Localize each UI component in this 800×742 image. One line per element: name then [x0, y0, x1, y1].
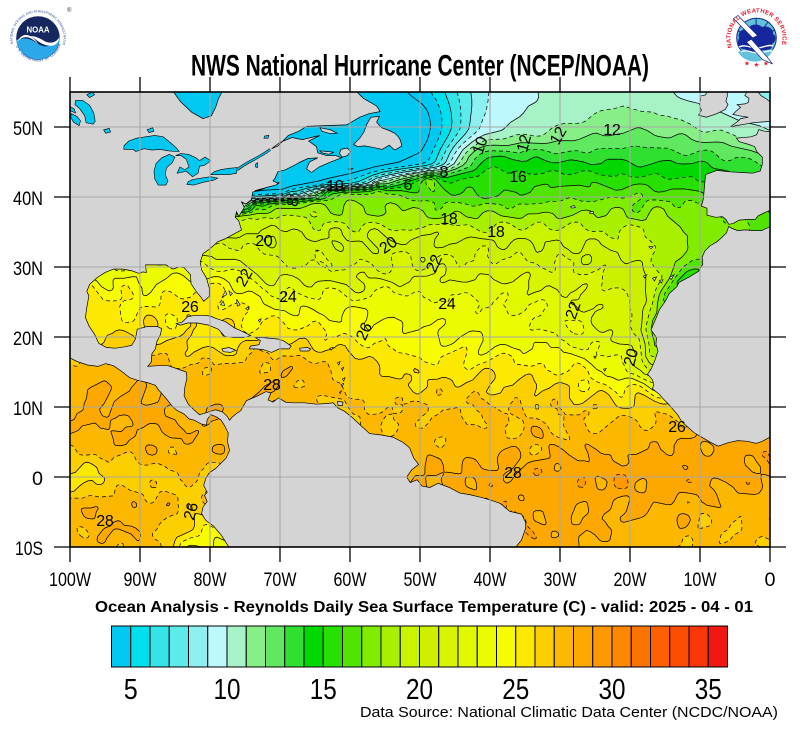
svg-text:15: 15 — [310, 674, 337, 706]
svg-text:8: 8 — [284, 196, 302, 208]
svg-text:20N: 20N — [13, 328, 43, 350]
svg-text:28: 28 — [504, 465, 522, 482]
svg-text:6: 6 — [404, 177, 413, 194]
svg-text:Ocean Analysis - Reynolds Dail: Ocean Analysis - Reynolds Daily Sea Surf… — [95, 599, 753, 616]
svg-text:18: 18 — [487, 224, 505, 241]
svg-text:90W: 90W — [124, 569, 157, 591]
svg-text:®: ® — [67, 7, 72, 14]
svg-text:★: ★ — [754, 61, 760, 69]
svg-text:26: 26 — [668, 419, 686, 436]
svg-text:24: 24 — [438, 296, 456, 313]
svg-text:22: 22 — [563, 299, 585, 321]
svg-text:26: 26 — [181, 501, 202, 522]
svg-text:0: 0 — [32, 468, 43, 490]
svg-text:0: 0 — [765, 569, 776, 591]
svg-text:40N: 40N — [13, 188, 43, 210]
svg-text:10S: 10S — [15, 538, 43, 560]
svg-text:18: 18 — [440, 211, 458, 228]
svg-text:5: 5 — [124, 674, 138, 706]
svg-text:24: 24 — [279, 289, 297, 306]
svg-text:12: 12 — [603, 122, 621, 139]
svg-text:80W: 80W — [194, 569, 227, 591]
svg-text:60W: 60W — [334, 569, 367, 591]
svg-text:26: 26 — [181, 299, 199, 316]
svg-text:Data Source: National Climatic: Data Source: National Climatic Data Cent… — [360, 704, 778, 721]
svg-text:20: 20 — [621, 347, 642, 368]
svg-text:20: 20 — [406, 674, 433, 706]
svg-text:35: 35 — [695, 674, 722, 706]
svg-text:50N: 50N — [13, 118, 43, 140]
svg-text:100W: 100W — [49, 569, 91, 591]
svg-text:16: 16 — [509, 169, 527, 186]
svg-text:30: 30 — [599, 674, 626, 706]
svg-text:★: ★ — [744, 60, 750, 68]
svg-text:20: 20 — [255, 233, 273, 250]
svg-text:28: 28 — [263, 377, 281, 394]
svg-text:10: 10 — [470, 134, 492, 156]
svg-text:26: 26 — [353, 320, 376, 343]
svg-text:12: 12 — [547, 124, 571, 148]
svg-text:10: 10 — [214, 674, 241, 706]
svg-text:NWS National Hurricane Center: NWS National Hurricane Center (NCEP/NOAA… — [191, 50, 649, 83]
svg-text:22: 22 — [423, 252, 446, 275]
svg-text:10W: 10W — [684, 569, 717, 591]
svg-text:NOAA: NOAA — [27, 25, 50, 35]
svg-text:28: 28 — [96, 513, 114, 530]
svg-text:50W: 50W — [404, 569, 437, 591]
svg-text:8: 8 — [440, 164, 449, 181]
svg-text:25: 25 — [502, 674, 529, 706]
svg-text:★: ★ — [763, 60, 769, 68]
svg-text:10N: 10N — [13, 398, 43, 420]
svg-text:20W: 20W — [614, 569, 647, 591]
svg-text:10: 10 — [326, 178, 344, 195]
svg-text:30N: 30N — [13, 258, 43, 280]
svg-text:22: 22 — [233, 266, 257, 290]
svg-text:30W: 30W — [544, 569, 577, 591]
svg-text:12: 12 — [514, 133, 535, 154]
svg-text:70W: 70W — [264, 569, 297, 591]
svg-text:40W: 40W — [474, 569, 507, 591]
